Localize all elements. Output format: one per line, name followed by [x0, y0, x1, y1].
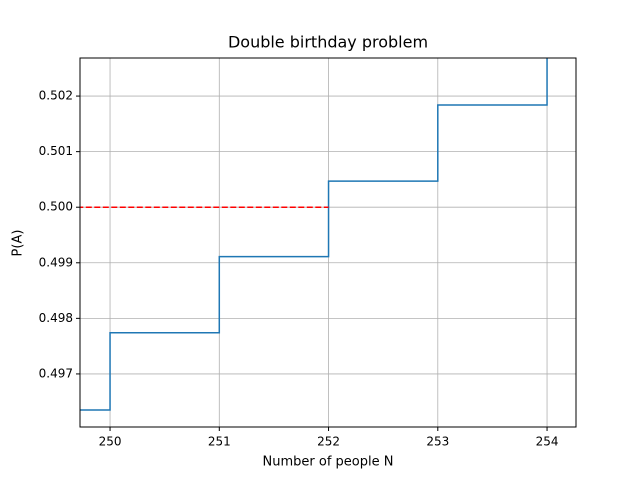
plot-area: [80, 58, 548, 411]
axes-frame: [79, 57, 577, 428]
step-line: [80, 58, 548, 411]
x-tick-label: 253: [426, 435, 449, 449]
y-tick-label: 0.499: [39, 255, 73, 269]
y-tick-label: 0.497: [39, 366, 73, 380]
x-tick-label: 252: [317, 435, 340, 449]
y-tick-label: 0.502: [39, 89, 73, 103]
y-tick-label: 0.501: [39, 144, 73, 158]
y-tick-label: 0.500: [39, 200, 73, 214]
x-axis-label: Number of people N: [263, 455, 394, 470]
y-tick-label: 0.498: [39, 311, 73, 325]
x-tick-label: 251: [208, 435, 231, 449]
chart-title: Double birthday problem: [228, 33, 428, 52]
y-axis-label: P(A): [11, 230, 26, 257]
ticks: 250 251 252 253 254 0.497 0.498 0.499 0.500 0.501…: [39, 89, 559, 449]
x-tick-label: 254: [536, 435, 559, 449]
x-tick-label: 250: [99, 435, 122, 449]
